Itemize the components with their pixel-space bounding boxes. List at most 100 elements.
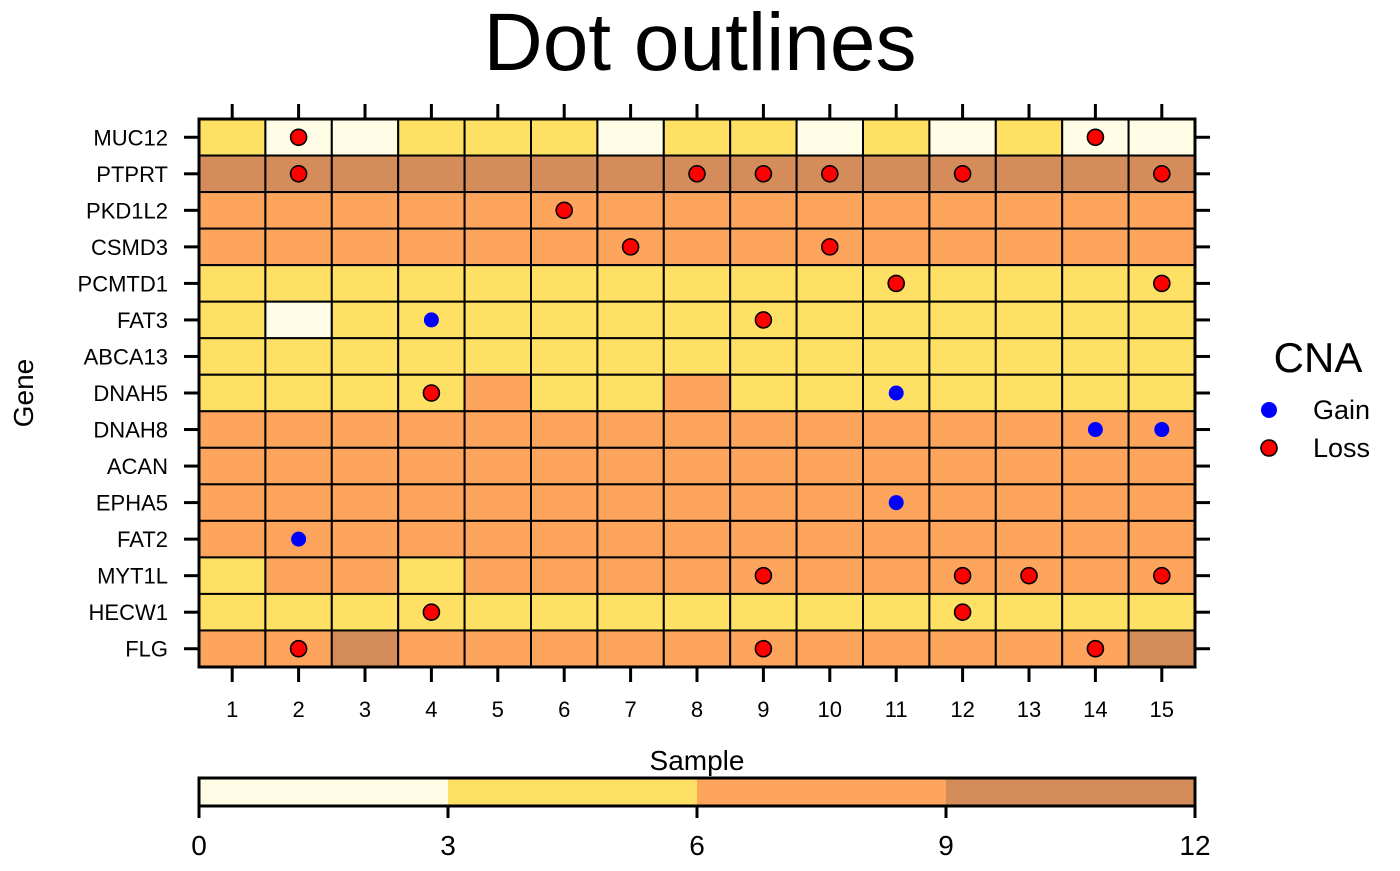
heatmap-cell (928, 118, 997, 157)
heatmap-cell (397, 556, 466, 595)
heatmap-cell (928, 264, 997, 303)
heatmap-cell (729, 118, 798, 157)
colorbar-tick-label: 0 (191, 830, 207, 861)
gain-point (423, 312, 439, 328)
legend-loss-marker (1260, 439, 1278, 457)
y-tick-label: PKD1L2 (86, 198, 168, 223)
heatmap-cell (994, 227, 1064, 267)
heatmap-cell (862, 446, 931, 486)
heatmap-cell (862, 592, 931, 632)
colorbar-bin (448, 778, 697, 806)
heatmap-cell (795, 118, 864, 157)
y-tick-label: ABCA13 (84, 344, 168, 369)
heatmap-cell (264, 300, 333, 340)
loss-point (555, 201, 574, 220)
heatmap-cell (862, 191, 931, 230)
y-tick-label: DNAH8 (93, 418, 168, 443)
heatmap-cell (729, 373, 798, 413)
heatmap-cell (463, 154, 533, 194)
axis-ticks (184, 104, 1210, 682)
heatmap-cell (1127, 118, 1196, 157)
heatmap-cell (463, 191, 533, 230)
heatmap-cell (463, 373, 533, 413)
heatmap-cell (729, 556, 798, 595)
loss-point (289, 165, 308, 183)
heatmap-cell (596, 483, 665, 522)
heatmap-cell (596, 556, 665, 595)
heatmap-cell (662, 337, 732, 376)
heatmap-cell (198, 483, 267, 522)
heatmap-cell (463, 337, 533, 376)
heatmap-cell (994, 264, 1064, 303)
heatmap-cell (795, 191, 864, 230)
heatmap-cell (928, 410, 997, 449)
heatmap-cell (198, 629, 267, 669)
x-tick-label: 5 (492, 697, 504, 722)
heatmap-cell (463, 264, 533, 303)
y-tick-label: DNAH5 (93, 381, 168, 406)
heatmap-cell (662, 300, 732, 340)
heatmap-cell (198, 592, 267, 632)
heatmap-cell (330, 373, 400, 413)
heatmap-cell (463, 483, 533, 522)
heatmap-cell (397, 264, 466, 303)
heatmap-cell (795, 556, 864, 595)
y-tick-labels: MUC12 PTPRT PKD1L2 CSMD3 PCMTD1 FAT3 ABCA13 DNA… (78, 125, 168, 661)
loss-point (289, 639, 308, 658)
heatmap-cell (662, 592, 732, 632)
heatmap-cell (729, 337, 798, 376)
heatmap-cell (795, 410, 864, 449)
y-axis-label: Gene (8, 359, 39, 428)
heatmap-cell (1061, 154, 1130, 194)
loss-point (422, 384, 441, 402)
y-tick-label: FAT2 (117, 527, 168, 552)
heatmap-cell (330, 264, 400, 303)
loss-point (754, 566, 773, 585)
heatmap-cell (795, 300, 864, 340)
heatmap-cell (397, 191, 466, 230)
heatmap-cell (397, 337, 466, 376)
colorbar-bin (946, 778, 1195, 806)
heatmap-cell (1127, 227, 1196, 267)
heatmap-cell (397, 446, 466, 486)
heatmap-cell (862, 556, 931, 595)
heatmap-cell (397, 629, 466, 669)
heatmap-cell (397, 300, 466, 340)
heatmap-cell (729, 410, 798, 449)
heatmap-cell (662, 446, 732, 486)
heatmap-cell (1127, 373, 1196, 413)
heatmap-cell (994, 373, 1064, 413)
y-tick-label: EPHA5 (96, 491, 168, 516)
y-tick-label: ACAN (107, 454, 168, 479)
heatmap-cell (662, 227, 732, 267)
x-tick-label: 9 (757, 697, 769, 722)
heatmap-cell (729, 227, 798, 267)
loss-point (754, 639, 773, 658)
y-tick-label: MUC12 (93, 125, 168, 150)
heatmap-cell (397, 519, 466, 559)
heatmap-cell (530, 483, 599, 522)
loss-point (1086, 639, 1105, 658)
heatmap-cell (330, 337, 400, 376)
loss-point (953, 165, 972, 183)
heatmap-cell (662, 410, 732, 449)
heatmap-cell (1127, 483, 1196, 522)
heatmap-cell (530, 519, 599, 559)
heatmap-cell (662, 483, 732, 522)
heatmap-cell (795, 264, 864, 303)
heatmap-cell (397, 118, 466, 157)
heatmap-cell (330, 154, 400, 194)
x-tick-label: 7 (624, 697, 636, 722)
heatmap-cell (1061, 264, 1130, 303)
heatmap-cell (264, 337, 333, 376)
x-tick-label: 10 (818, 697, 842, 722)
loss-point (887, 274, 906, 293)
heatmap-cell (530, 154, 599, 194)
heatmap-cell (264, 191, 333, 230)
heatmap-cell (994, 337, 1064, 376)
heatmap-cell (862, 227, 931, 267)
heatmap-cell (1127, 592, 1196, 632)
heatmap-cell (596, 264, 665, 303)
x-tick-label: 11 (885, 697, 908, 722)
